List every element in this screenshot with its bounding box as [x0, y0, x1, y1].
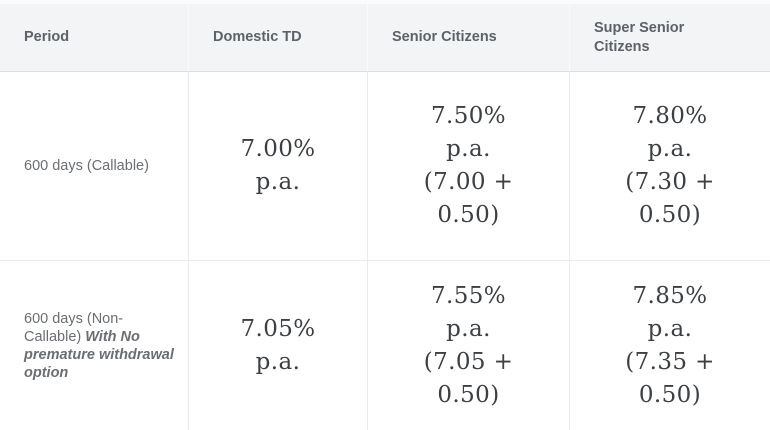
rate-value: 7.05% p.a.: [240, 315, 316, 375]
table-row-1-domestic-td-rate: 7.00% p.a.: [189, 72, 368, 261]
column-header-senior-citizens: Senior Citizens: [368, 4, 570, 72]
column-header-super-senior-citizens: Super Senior Citizens: [570, 4, 770, 72]
column-header-super-senior-citizens-label: Super Senior Citizens: [594, 19, 685, 55]
period-main-text: 600 days (Non-Callable): [24, 310, 124, 345]
rate-value: 7.00% p.a.: [240, 136, 316, 195]
rate-value: 7.85% p.a. (7.35 + 0.50): [625, 282, 715, 408]
column-header-domestic-td: Domestic TD: [189, 4, 368, 72]
rate-value: 7.50% p.a. (7.00 + 0.50): [423, 103, 514, 228]
rate-value: 7.55% p.a. (7.05 + 0.50): [423, 282, 514, 408]
period-main-text: 600 days (Callable): [24, 158, 149, 174]
column-header-period: Period: [0, 4, 189, 72]
table-row-1-super-senior-rate: 7.80% p.a. (7.30 + 0.50): [570, 72, 770, 261]
table-row-2-senior-citizens-rate: 7.55% p.a. (7.05 + 0.50): [368, 261, 570, 430]
rate-value: 7.80% p.a. (7.30 + 0.50): [625, 103, 715, 228]
table-row-1-period-cell: 600 days (Callable): [0, 72, 189, 261]
period-text: 600 days (Callable): [24, 157, 149, 175]
column-header-domestic-td-label: Domestic TD: [213, 29, 302, 45]
table-row-2-super-senior-rate: 7.85% p.a. (7.35 + 0.50): [570, 261, 770, 430]
table-row-1-senior-citizens-rate: 7.50% p.a. (7.00 + 0.50): [368, 72, 570, 261]
period-emphasis-text: With No premature withdrawal option: [24, 328, 174, 381]
table-row-2-domestic-td-rate: 7.05% p.a.: [189, 261, 368, 430]
top-strip: [0, 0, 770, 4]
deposit-rates-table: Period Domestic TD Senior Citizens Super…: [0, 4, 770, 430]
table-row-2-period-cell: 600 days (Non-Callable) With No prematur…: [0, 261, 189, 430]
column-header-senior-citizens-label: Senior Citizens: [392, 29, 497, 45]
period-text: 600 days (Non-Callable) With No prematur…: [24, 310, 174, 382]
column-header-period-label: Period: [24, 29, 70, 45]
